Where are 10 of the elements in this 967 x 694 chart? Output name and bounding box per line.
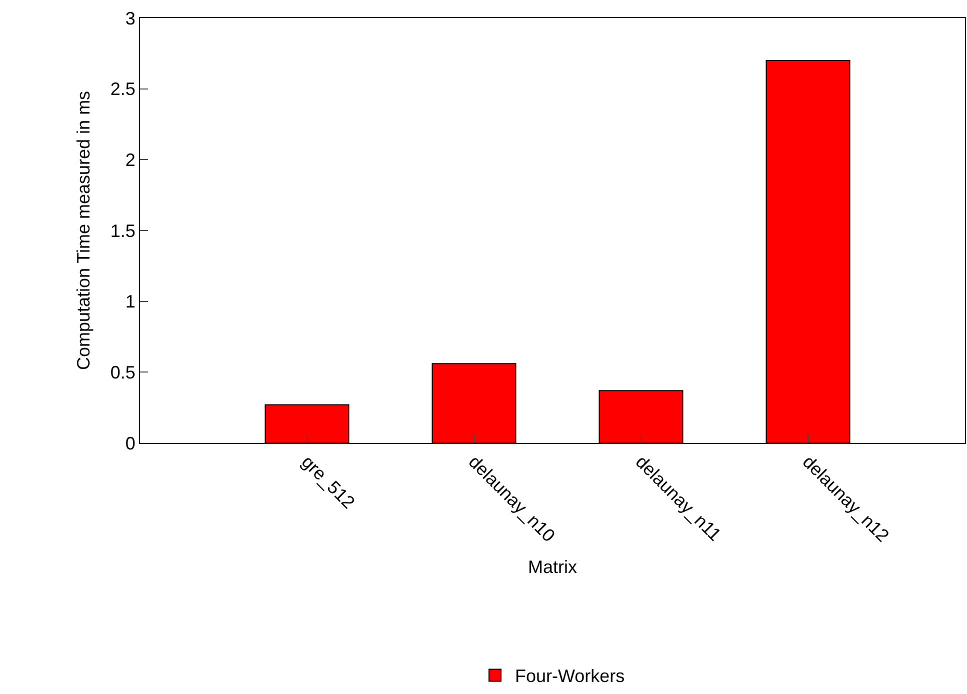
y-tick-label: 1.5: [110, 220, 136, 241]
y-tick-label: 2.5: [110, 79, 136, 100]
y-axis-title: Computation Time measured in ms: [74, 90, 94, 370]
legend-label: Four-Workers: [515, 666, 625, 686]
y-tick-label: 0: [125, 433, 136, 454]
y-tick-label: 1: [125, 292, 136, 312]
x-axis-title: Matrix: [528, 556, 577, 577]
y-tick-label: 0.5: [110, 362, 136, 382]
y-tick-label: 2: [125, 150, 136, 170]
y-tick-label: 3: [125, 8, 136, 28]
